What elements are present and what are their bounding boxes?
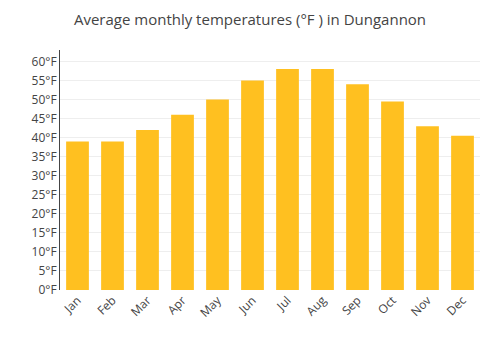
svg-text:Feb: Feb	[93, 292, 119, 318]
svg-text:Jun: Jun	[234, 292, 259, 317]
svg-text:Dec: Dec	[443, 292, 470, 319]
svg-text:0°F: 0°F	[38, 281, 56, 298]
svg-text:40°F: 40°F	[32, 129, 57, 146]
svg-text:Jul: Jul	[272, 292, 294, 314]
svg-text:15°F: 15°F	[32, 224, 57, 241]
svg-text:Average monthly temperatures (: Average monthly temperatures (°F ) in Du…	[74, 9, 426, 29]
svg-text:Mar: Mar	[127, 292, 155, 320]
svg-text:50°F: 50°F	[32, 91, 57, 108]
svg-text:Apr: Apr	[164, 292, 190, 318]
svg-text:60°F: 60°F	[32, 53, 57, 70]
svg-text:10°F: 10°F	[32, 243, 57, 260]
svg-text:Jan: Jan	[60, 292, 85, 317]
svg-text:30°F: 30°F	[32, 167, 57, 184]
svg-text:Aug: Aug	[302, 292, 330, 320]
svg-text:Oct: Oct	[374, 292, 400, 318]
svg-text:5°F: 5°F	[38, 262, 56, 279]
svg-text:20°F: 20°F	[32, 205, 57, 222]
svg-text:Sep: Sep	[338, 292, 365, 319]
svg-text:35°F: 35°F	[32, 148, 57, 165]
svg-text:45°F: 45°F	[32, 110, 57, 127]
svg-text:25°F: 25°F	[32, 186, 57, 203]
svg-text:55°F: 55°F	[32, 72, 57, 89]
svg-text:May: May	[196, 291, 225, 320]
svg-text:Nov: Nov	[407, 292, 435, 320]
